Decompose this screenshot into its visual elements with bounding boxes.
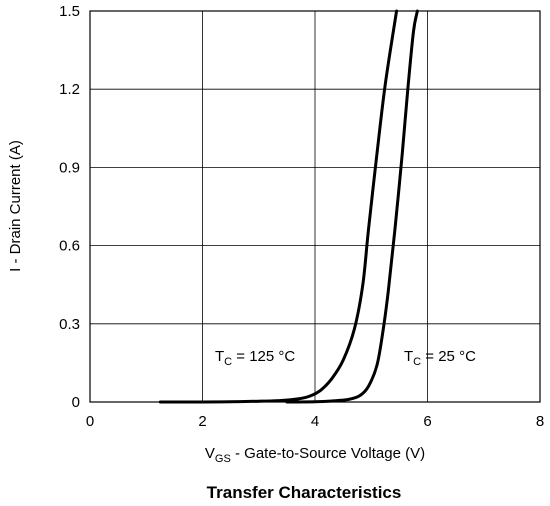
x-tick-label: 8	[536, 413, 544, 430]
y-tick-label: 1.2	[59, 81, 80, 98]
x-axis-label: VGS - Gate-to-Source Voltage (V)	[205, 445, 425, 465]
y-tick-label: 0	[72, 394, 80, 411]
series-label-125c: TC = 125 °C	[215, 348, 295, 368]
series-line-0	[158, 9, 399, 404]
chart-title: Transfer Characteristics	[207, 483, 402, 502]
y-tick-label: 0.9	[59, 159, 80, 176]
x-tick-labels: 0 2 4 6 8	[86, 413, 544, 430]
y-axis-label: I - Drain Current (A)	[7, 140, 24, 272]
y-tick-label: 0.6	[59, 238, 80, 255]
x-tick-label: 4	[311, 413, 319, 430]
y-tick-labels: 0 0.3 0.6 0.9 1.2 1.5	[59, 3, 80, 411]
x-tick-label: 2	[198, 413, 206, 430]
x-tick-label: 0	[86, 413, 94, 430]
x-tick-label: 6	[423, 413, 431, 430]
grid-lines	[90, 11, 540, 402]
y-tick-label: 1.5	[59, 3, 80, 20]
series-line-1	[285, 9, 419, 404]
y-tick-label: 0.3	[59, 316, 80, 333]
series-lines	[158, 9, 419, 404]
series-label-25c: TC = 25 °C	[404, 348, 476, 368]
